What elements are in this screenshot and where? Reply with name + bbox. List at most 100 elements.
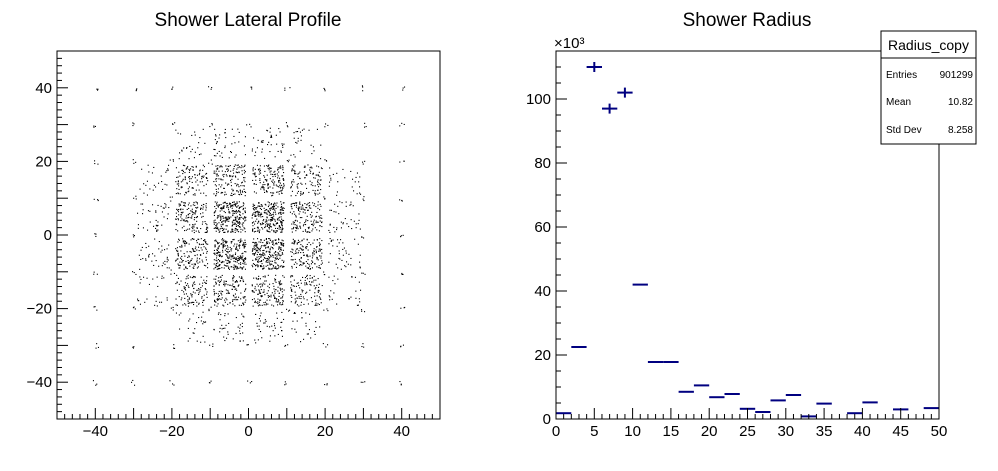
scatter-point — [274, 297, 276, 299]
scatter-point — [213, 294, 215, 296]
y-tick-label: 60 — [534, 219, 551, 236]
scatter-point — [276, 268, 278, 270]
scatter-point — [198, 238, 200, 240]
scatter-point — [181, 149, 183, 151]
scatter-point — [306, 333, 308, 335]
scatter-point — [272, 242, 274, 244]
scatter-point — [177, 132, 179, 134]
scatter-point — [293, 263, 295, 265]
scatter-point — [185, 168, 187, 170]
scatter-point — [243, 316, 245, 318]
scatter-point — [232, 205, 234, 207]
scatter-point — [320, 302, 322, 304]
scatter-point — [95, 347, 97, 349]
scatter-point — [245, 243, 247, 245]
scatter-point — [192, 313, 194, 315]
scatter-point — [297, 176, 299, 178]
scatter-point — [166, 299, 168, 301]
scatter-point — [267, 183, 269, 185]
scatter-point — [177, 253, 179, 255]
scatter-point — [172, 159, 174, 161]
scatter-point — [224, 145, 226, 147]
scatter-point — [261, 213, 263, 215]
scatter-point — [182, 241, 184, 243]
scatter-point — [201, 249, 203, 251]
scatter-point — [254, 214, 256, 216]
scatter-point — [278, 292, 280, 294]
scatter-point — [259, 179, 261, 181]
scatter-point — [213, 148, 215, 150]
scatter-point — [205, 265, 207, 267]
scatter-point — [278, 267, 280, 269]
scatter-point — [264, 210, 266, 212]
scatter-point — [277, 175, 279, 177]
scatter-point — [264, 176, 266, 178]
scatter-point — [274, 325, 276, 327]
scatter-point — [193, 332, 195, 334]
scatter-point — [242, 296, 244, 298]
scatter-point — [291, 169, 293, 171]
scatter-point — [182, 211, 184, 213]
scatter-point — [225, 240, 227, 242]
scatter-point — [214, 254, 216, 256]
scatter-point — [276, 298, 278, 300]
scatter-point — [244, 257, 246, 259]
scatter-point — [217, 303, 219, 305]
scatter-point — [184, 177, 186, 179]
scatter-point — [227, 168, 229, 170]
y-tick-label: 0 — [44, 227, 52, 244]
scatter-point — [262, 185, 264, 187]
x-tick-label: 40 — [854, 423, 871, 440]
scatter-point — [225, 228, 227, 230]
scatter-point — [257, 168, 259, 170]
scatter-points — [92, 85, 406, 386]
scatter-point — [267, 166, 269, 168]
scatter-point — [178, 188, 180, 190]
scatter-point — [230, 242, 232, 244]
scatter-point — [177, 176, 179, 178]
scatter-point — [311, 277, 313, 279]
scatter-point — [254, 301, 256, 303]
scatter-point — [217, 265, 219, 267]
scatter-point — [359, 186, 361, 188]
scatter-point — [218, 170, 220, 172]
scatter-point — [178, 185, 180, 187]
scatter-point — [275, 274, 277, 276]
scatter-point — [317, 259, 319, 261]
scatter-point — [293, 312, 295, 314]
scatter-point — [304, 165, 306, 167]
scatter-point — [235, 225, 237, 227]
scatter-point — [319, 255, 321, 257]
scatter-point — [240, 228, 242, 230]
scatter-point — [224, 245, 226, 247]
scatter-point — [232, 277, 234, 279]
scatter-point — [230, 256, 232, 258]
scatter-point — [185, 217, 187, 219]
scatter-point — [306, 204, 308, 206]
scatter-point — [239, 217, 241, 219]
scatter-point — [205, 207, 207, 209]
scatter-point — [355, 223, 357, 225]
scatter-point — [164, 263, 166, 265]
scatter-point — [257, 212, 259, 214]
scatter-point — [186, 220, 188, 222]
scatter-point — [231, 188, 233, 190]
scatter-point — [265, 220, 267, 222]
scatter-point — [281, 291, 283, 293]
scatter-point — [193, 281, 195, 283]
scatter-point — [297, 173, 299, 175]
scatter-point — [363, 200, 365, 202]
scatter-point — [200, 228, 202, 230]
scatter-point — [301, 183, 303, 185]
scatter-point — [183, 268, 185, 270]
scatter-point — [180, 250, 182, 252]
scatter-point — [278, 217, 280, 219]
scatter-point — [187, 300, 189, 302]
scatter-point — [280, 321, 282, 323]
scatter-point — [336, 303, 338, 305]
scatter-point — [241, 258, 243, 260]
scatter-point — [272, 207, 274, 209]
scatter-point — [222, 192, 224, 194]
scatter-point — [178, 203, 180, 205]
scatter-point — [251, 299, 253, 301]
